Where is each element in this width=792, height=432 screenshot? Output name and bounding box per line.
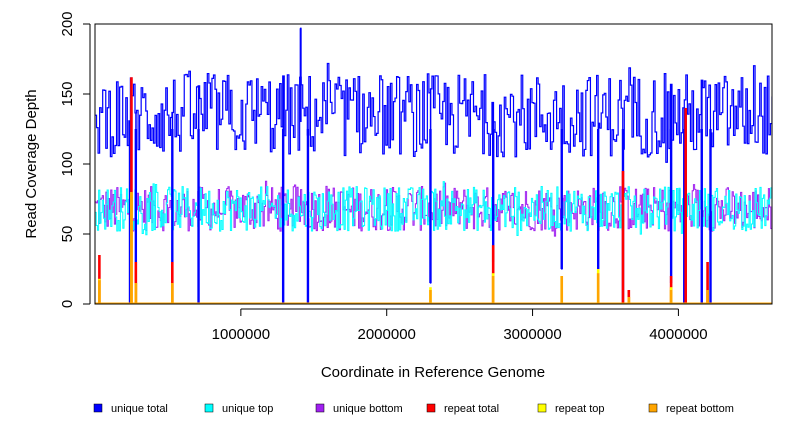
x-axis-title: Coordinate in Reference Genome: [321, 364, 545, 381]
y-tick-label: 150: [59, 81, 76, 106]
legend-swatch: [426, 403, 436, 413]
x-tick-label: 4000000: [649, 326, 707, 343]
legend-swatch: [537, 403, 547, 413]
y-tick-label: 100: [59, 151, 76, 176]
series-line-unique-top: [95, 181, 772, 236]
legend-swatch: [315, 403, 325, 413]
y-axis: 0 50 100 150 200: [59, 11, 91, 308]
plot-area: [95, 27, 772, 304]
legend-item-repeat-total: repeat total: [426, 403, 499, 415]
legend-item-unique-bottom: unique bottom: [315, 403, 403, 415]
y-tick-label: 0: [59, 300, 76, 308]
y-tick-label: 200: [59, 11, 76, 36]
y-tick-label: 50: [59, 226, 76, 243]
legend-swatch: [204, 403, 214, 413]
x-tick-label: 1000000: [212, 326, 270, 343]
legend-label: unique top: [222, 403, 273, 415]
legend-label: unique bottom: [333, 403, 403, 415]
legend-item-unique-total: unique total: [93, 403, 168, 415]
legend-item-repeat-bottom: repeat bottom: [648, 403, 734, 415]
series-line-unique-total: [95, 27, 772, 304]
x-tick-label: 3000000: [503, 326, 561, 343]
legend-item-repeat-top: repeat top: [537, 403, 605, 415]
legend-label: repeat top: [555, 403, 605, 415]
plot-frame: [94, 23, 773, 305]
legend-swatch: [648, 403, 658, 413]
legend-label: repeat bottom: [666, 403, 734, 415]
legend: unique total unique top unique bottom repea…: [93, 403, 734, 415]
x-tick-label: 2000000: [358, 326, 416, 343]
series-layer: [95, 27, 772, 304]
legend-label: repeat total: [444, 403, 499, 415]
legend-label: unique total: [111, 403, 168, 415]
y-axis-title: Read Coverage Depth: [23, 89, 40, 238]
x-axis: 1000000 2000000 3000000 4000000: [212, 308, 708, 343]
legend-item-unique-top: unique top: [204, 403, 273, 415]
legend-swatch: [93, 403, 103, 413]
